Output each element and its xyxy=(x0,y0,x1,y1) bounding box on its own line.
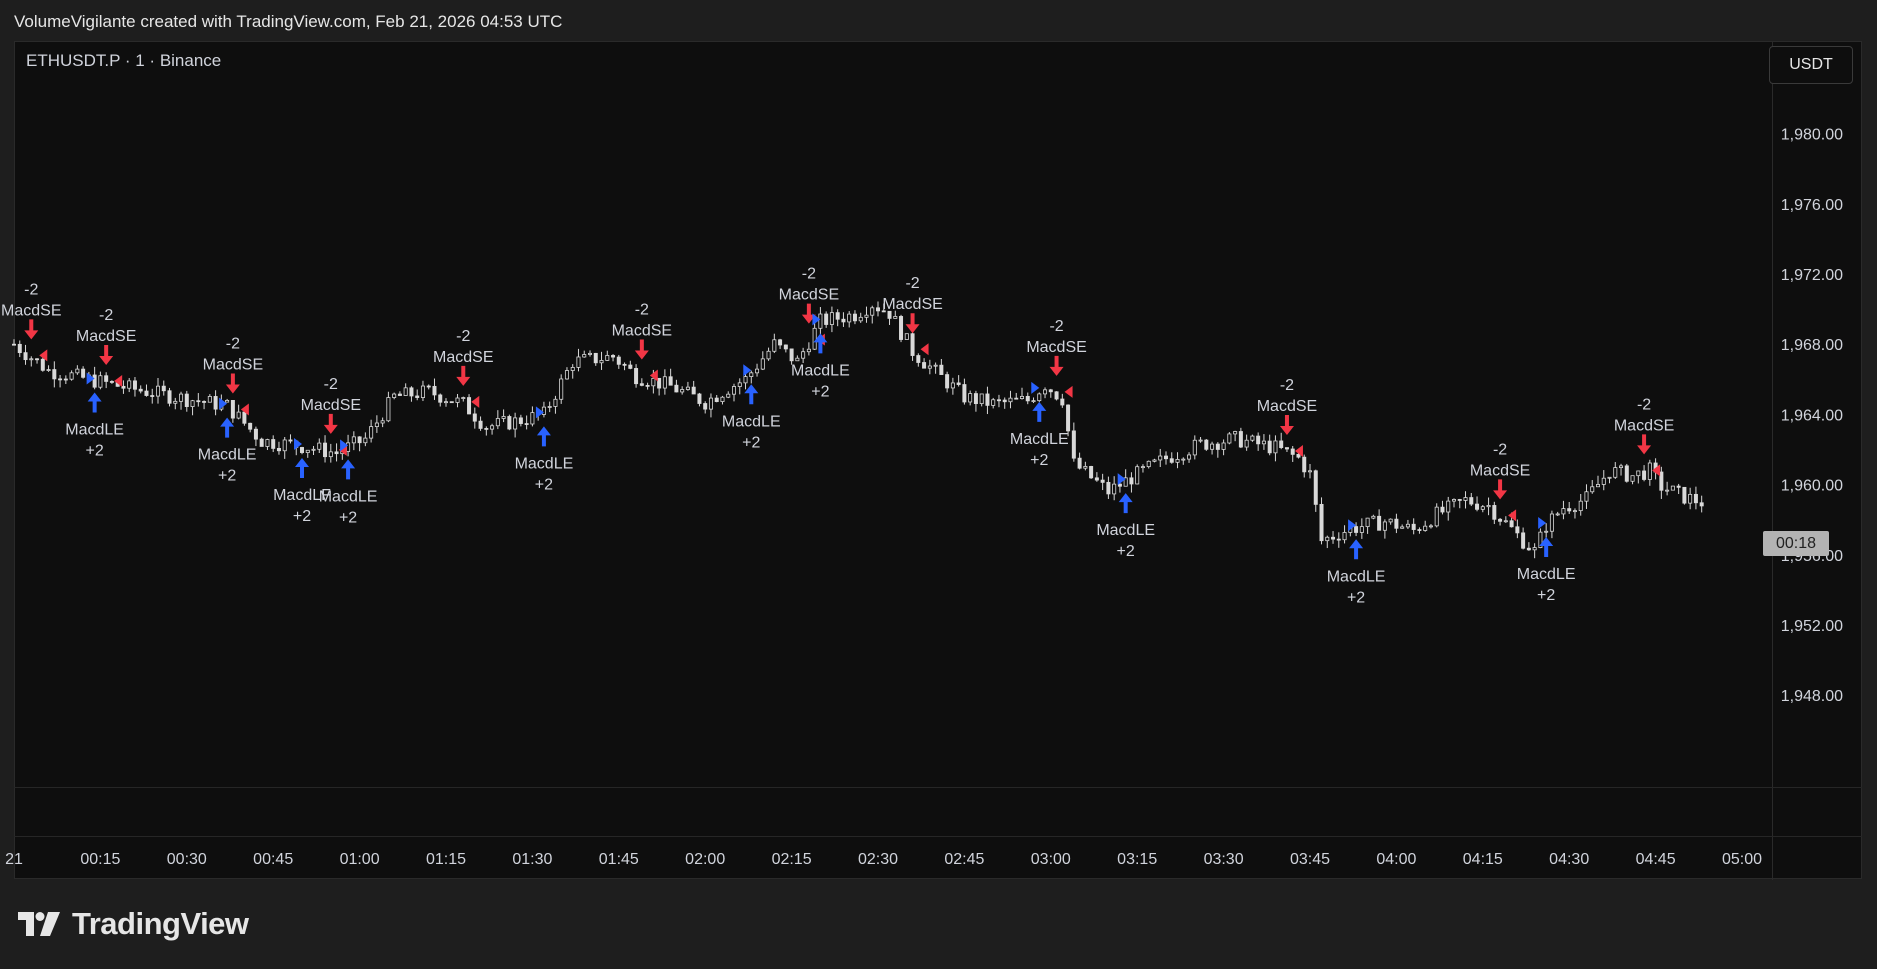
tradingview-logo[interactable]: TradingView xyxy=(18,906,249,942)
brand-name: TradingView xyxy=(72,906,249,941)
tradingview-logo-icon xyxy=(18,912,60,936)
symbol-legend[interactable]: ETHUSDT.P · 1 · Binance xyxy=(26,51,222,70)
currency-button[interactable]: USDT xyxy=(1769,46,1853,84)
countdown-badge: 00:18 xyxy=(1763,531,1829,556)
chart-attribution: VolumeVigilante created with TradingView… xyxy=(14,12,563,31)
chart-panel[interactable] xyxy=(14,41,1862,879)
